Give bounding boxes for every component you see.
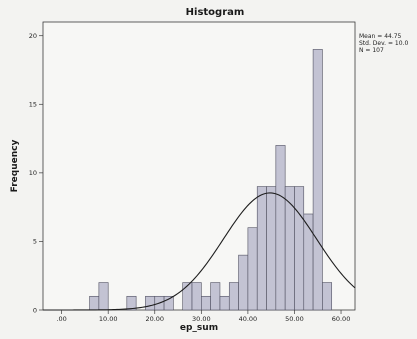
histogram-bar — [312, 49, 323, 311]
histogram-bar — [294, 186, 305, 311]
x-tick-label: 30.00 — [192, 315, 211, 323]
x-axis: .00 10.00 20.00 30.00 40.00 50.00 60.00 — [56, 310, 350, 323]
histogram-bar — [219, 295, 230, 311]
x-axis-label: ep_sum — [180, 323, 218, 333]
y-tick-label: 0 — [33, 306, 37, 314]
histogram-bar — [256, 186, 267, 311]
histogram-bar — [89, 295, 100, 311]
stats-box: Mean = 44.75 Std. Dev. = 10.0 N = 107 — [359, 33, 408, 54]
y-tick-label: 15 — [29, 101, 37, 109]
stats-std-dev: Std. Dev. = 10.0 — [359, 40, 408, 47]
x-tick-label: 60.00 — [332, 315, 351, 323]
y-tick-label: 10 — [29, 169, 37, 177]
y-tick-label: 20 — [29, 32, 37, 40]
y-axis-label: Frequency — [10, 140, 20, 193]
y-axis: 0 5 10 15 20 — [29, 32, 43, 314]
x-tick-label: .00 — [56, 315, 66, 323]
histogram-bar — [303, 213, 314, 311]
stats-n: N = 107 — [359, 47, 384, 54]
histogram-bar — [284, 186, 295, 311]
histogram-bar — [322, 282, 333, 311]
histogram-bar — [163, 295, 174, 311]
histogram-bar — [98, 282, 109, 311]
histogram-bar — [145, 295, 156, 311]
x-tick-label: 10.00 — [99, 315, 118, 323]
x-tick-label: 40.00 — [239, 315, 258, 323]
histogram-bar — [266, 186, 277, 311]
y-tick-label: 5 — [33, 238, 37, 246]
histogram-bar — [275, 145, 286, 311]
x-tick-label: 50.00 — [285, 315, 304, 323]
stats-mean: Mean = 44.75 — [359, 33, 402, 40]
histogram-bar — [191, 282, 202, 311]
histogram-bar — [182, 282, 193, 311]
normal-curve — [43, 192, 356, 311]
chart-title: Histogram — [186, 7, 245, 18]
histogram-bar — [210, 282, 221, 311]
x-tick-label: 20.00 — [145, 315, 164, 323]
histogram-bar — [247, 227, 258, 311]
histogram-bar — [201, 295, 211, 311]
histogram-bar — [126, 295, 137, 311]
histogram-bar — [238, 254, 249, 311]
histogram-bar — [228, 282, 239, 311]
